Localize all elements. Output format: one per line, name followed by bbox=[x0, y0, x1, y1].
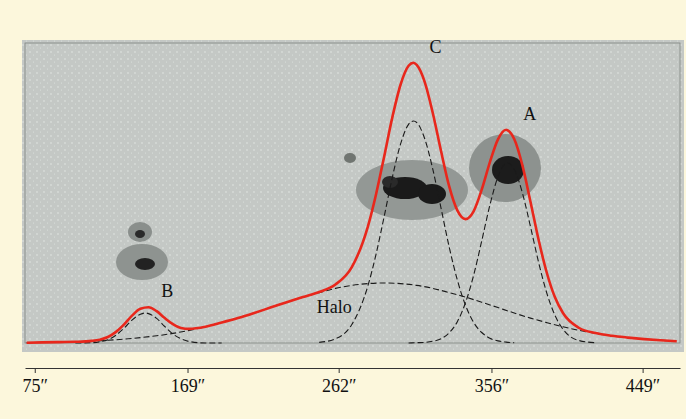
x-tick-label: 169″ bbox=[171, 376, 206, 396]
x-tick: 262″ bbox=[322, 368, 357, 396]
series-labels: B Halo C A bbox=[161, 37, 536, 317]
image-background bbox=[22, 40, 684, 352]
sunspots bbox=[116, 134, 541, 280]
chart-container: B Halo C A 75″ 169″ 262″ 356″ 449″ bbox=[0, 0, 686, 419]
plot-frame bbox=[25, 43, 680, 343]
x-tick: 449″ bbox=[626, 368, 661, 396]
plot-area bbox=[27, 63, 677, 343]
x-tick-label: 75″ bbox=[23, 376, 49, 396]
chart-svg: B Halo C A 75″ 169″ 262″ 356″ 449″ bbox=[0, 0, 686, 419]
page-background bbox=[0, 0, 686, 419]
series-label: A bbox=[523, 104, 536, 124]
sunspot bbox=[116, 244, 168, 280]
x-axis-line bbox=[26, 368, 681, 369]
x-tick: 75″ bbox=[23, 368, 49, 396]
x-axis: 75″ 169″ 262″ 356″ 449″ bbox=[23, 368, 681, 396]
sunspot bbox=[418, 184, 446, 204]
x-tick: 169″ bbox=[171, 368, 206, 396]
sunspot bbox=[128, 222, 152, 242]
sunspot bbox=[135, 230, 145, 238]
series-line bbox=[27, 283, 677, 343]
series-line bbox=[27, 63, 677, 343]
x-tick-mark bbox=[188, 368, 189, 373]
series-label: C bbox=[429, 37, 441, 57]
sunspot bbox=[135, 258, 155, 270]
sunspot bbox=[344, 153, 356, 163]
series-label: Halo bbox=[317, 297, 352, 317]
x-tick-mark bbox=[643, 368, 644, 373]
x-tick-mark bbox=[339, 368, 340, 373]
x-tick-label: 356″ bbox=[475, 376, 510, 396]
x-tick-mark bbox=[35, 368, 36, 373]
series-line bbox=[409, 163, 596, 343]
x-tick-label: 262″ bbox=[322, 376, 357, 396]
x-tick: 356″ bbox=[475, 368, 510, 396]
series-label: B bbox=[161, 281, 173, 301]
sunspot bbox=[492, 156, 524, 184]
x-tick-label: 449″ bbox=[626, 376, 661, 396]
x-tick-mark bbox=[491, 368, 492, 373]
